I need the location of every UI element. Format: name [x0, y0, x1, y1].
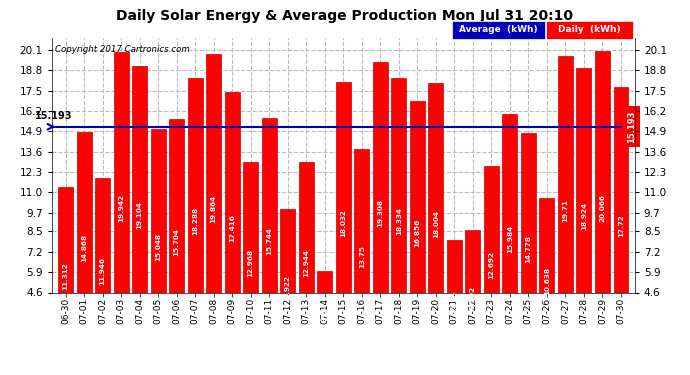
- Bar: [428, 83, 443, 364]
- Text: 15.048: 15.048: [155, 233, 161, 261]
- Bar: [613, 87, 629, 364]
- Text: 18.924: 18.924: [581, 202, 587, 231]
- Bar: [188, 78, 203, 364]
- Bar: [466, 230, 480, 364]
- Text: 18.334: 18.334: [396, 207, 402, 235]
- Bar: [132, 66, 147, 364]
- Text: 19.942: 19.942: [118, 195, 124, 222]
- Text: Daily Solar Energy & Average Production Mon Jul 31 20:10: Daily Solar Energy & Average Production …: [117, 9, 573, 23]
- Text: 18.004: 18.004: [433, 210, 439, 238]
- Bar: [355, 149, 369, 364]
- Bar: [244, 162, 258, 364]
- Bar: [58, 188, 73, 364]
- Text: 12.944: 12.944: [304, 249, 309, 277]
- Text: 14.778: 14.778: [525, 235, 531, 263]
- Bar: [151, 129, 166, 364]
- Text: 20.066: 20.066: [600, 194, 605, 222]
- Text: 11.312: 11.312: [63, 262, 68, 290]
- Bar: [299, 162, 314, 364]
- Bar: [206, 54, 221, 364]
- Bar: [502, 114, 518, 364]
- Bar: [558, 56, 573, 364]
- Bar: [225, 92, 239, 364]
- Text: Average  (kWh): Average (kWh): [460, 25, 538, 34]
- Bar: [317, 271, 332, 364]
- Bar: [262, 118, 277, 364]
- Bar: [447, 240, 462, 364]
- Bar: [577, 68, 591, 364]
- Text: 13.75: 13.75: [359, 246, 365, 268]
- Text: 15.984: 15.984: [507, 225, 513, 254]
- Text: 15.704: 15.704: [174, 228, 179, 256]
- Bar: [410, 101, 425, 364]
- Text: 16.856: 16.856: [414, 219, 420, 247]
- Text: 17.72: 17.72: [618, 214, 624, 237]
- Text: 15.193: 15.193: [35, 111, 72, 121]
- Bar: [521, 133, 535, 364]
- Bar: [77, 132, 92, 364]
- Bar: [540, 198, 554, 364]
- Bar: [114, 53, 128, 364]
- Bar: [373, 62, 388, 364]
- Bar: [391, 78, 406, 364]
- Text: 7.936: 7.936: [451, 291, 457, 314]
- Text: 15.744: 15.744: [266, 227, 273, 255]
- Text: 19.71: 19.71: [562, 199, 569, 222]
- Text: 15.193: 15.193: [627, 111, 635, 143]
- Text: 10.638: 10.638: [544, 267, 550, 295]
- Text: 19.308: 19.308: [377, 200, 383, 227]
- Text: 19.104: 19.104: [137, 201, 143, 229]
- Text: 18.032: 18.032: [340, 210, 346, 237]
- Bar: [169, 119, 184, 364]
- Text: 8.592: 8.592: [470, 286, 476, 309]
- Bar: [484, 166, 499, 364]
- Text: 18.288: 18.288: [193, 207, 198, 236]
- Bar: [280, 209, 295, 364]
- Text: 17.416: 17.416: [229, 214, 235, 242]
- Text: 12.692: 12.692: [489, 251, 494, 279]
- Text: 14.868: 14.868: [81, 234, 87, 262]
- Text: 19.864: 19.864: [210, 195, 217, 223]
- Text: Daily  (kWh): Daily (kWh): [558, 25, 621, 34]
- Text: Copyright 2017 Cartronics.com: Copyright 2017 Cartronics.com: [55, 45, 190, 54]
- Text: 12.968: 12.968: [248, 249, 254, 277]
- Text: 5.994: 5.994: [322, 306, 328, 329]
- Bar: [336, 82, 351, 364]
- Text: 9.922: 9.922: [285, 275, 290, 298]
- Bar: [95, 178, 110, 364]
- Bar: [595, 51, 610, 364]
- Text: 11.946: 11.946: [99, 257, 106, 285]
